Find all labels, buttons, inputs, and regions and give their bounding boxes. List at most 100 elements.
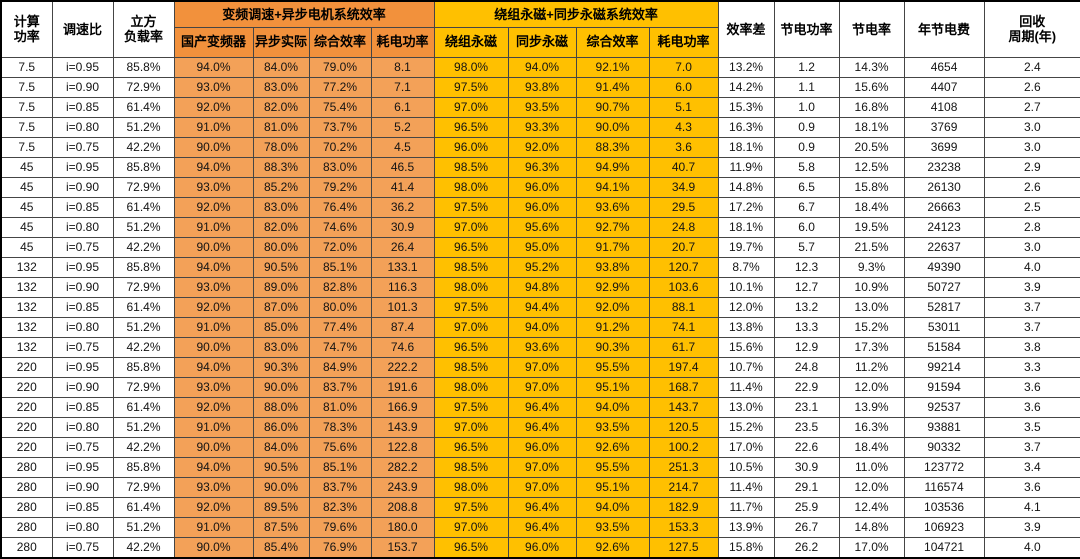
table-cell: 6.5	[773, 176, 840, 198]
table-cell: 116.3	[370, 276, 435, 298]
table-cell: 24123	[903, 216, 985, 238]
table-cell: 26.2	[773, 536, 840, 558]
table-cell: 79.0%	[308, 56, 372, 78]
col-header-calc-power: 计算 功率	[0, 0, 53, 58]
table-cell: 10.5%	[717, 456, 775, 478]
table-cell: 10.1%	[717, 276, 775, 298]
table-cell: 7.5	[0, 56, 53, 78]
table-cell: 70.2%	[308, 136, 372, 158]
table-cell: 51.2%	[112, 416, 175, 438]
table-cell: 13.9%	[838, 396, 905, 418]
table-cell: 104721	[903, 536, 985, 558]
table-cell: 10.7%	[717, 356, 775, 378]
table-cell: 51584	[903, 336, 985, 358]
table-cell: 96.3%	[507, 156, 577, 178]
table-row: 45 i=0.85 61.4% 92.0% 83.0% 76.4% 36.2 97.5% 96.…	[0, 196, 1080, 218]
table-cell: 5.8	[773, 156, 840, 178]
table-cell: 72.9%	[112, 376, 175, 398]
table-row: 280 i=0.95 85.8% 94.0% 90.5% 85.1% 282.2 98.5% 9…	[0, 456, 1080, 478]
table-cell: 76.9%	[308, 536, 372, 558]
table-cell: 34.9	[648, 176, 719, 198]
col-group-pm-sync-system: 绕组永磁+同步永磁系统效率	[433, 0, 719, 28]
table-cell: 8.1	[370, 56, 435, 78]
table-cell: 85.8%	[112, 56, 175, 78]
table-cell: 77.4%	[308, 316, 372, 338]
col-group-vfd-async-system: 变频调速+异步电机系统效率	[173, 0, 435, 28]
table-cell: 97.0%	[433, 216, 509, 238]
table-cell: 72.9%	[112, 476, 175, 498]
table-cell: 120.5	[648, 416, 719, 438]
table-cell: 7.5	[0, 76, 53, 98]
table-cell: 97.0%	[433, 516, 509, 538]
table-cell: 280	[0, 476, 53, 498]
table-cell: 18.1%	[717, 216, 775, 238]
table-cell: 93.0%	[173, 276, 254, 298]
table-cell: 13.9%	[717, 516, 775, 538]
table-cell: i=0.75	[51, 136, 114, 158]
col-header-pm-combined-eff: 综合效率	[575, 26, 650, 58]
table-cell: 3.0	[983, 116, 1080, 138]
table-cell: 1.0	[773, 96, 840, 118]
table-cell: 61.4%	[112, 396, 175, 418]
table-row: 220 i=0.90 72.9% 93.0% 90.0% 83.7% 191.6 98.0% 9…	[0, 376, 1080, 398]
table-cell: 97.0%	[507, 476, 577, 498]
table-cell: 72.9%	[112, 176, 175, 198]
table-cell: 14.8%	[838, 516, 905, 538]
table-row: 280 i=0.85 61.4% 92.0% 89.5% 82.3% 208.8 97.5% 9…	[0, 496, 1080, 518]
header-sub-row: 国产变频器 异步实际 综合效率 耗电功率 绕组永磁 同步永磁 综合效率 耗电功率	[1, 26, 1080, 58]
table-cell: 85.8%	[112, 456, 175, 478]
table-cell: 93.5%	[507, 96, 577, 118]
table-cell: i=0.95	[51, 256, 114, 278]
table-row: 132 i=0.90 72.9% 93.0% 89.0% 82.8% 116.3 98.0% 9…	[0, 276, 1080, 298]
table-cell: 94.8%	[507, 276, 577, 298]
table-cell: 93.0%	[173, 476, 254, 498]
table-cell: 220	[0, 436, 53, 458]
table-cell: 2.7	[983, 96, 1080, 118]
table-cell: 132	[0, 276, 53, 298]
table-cell: 4.0	[983, 256, 1080, 278]
table-cell: 29.5	[648, 196, 719, 218]
table-cell: 74.6%	[308, 216, 372, 238]
col-header-annual-saving: 年节电费	[903, 0, 985, 58]
table-cell: i=0.85	[51, 296, 114, 318]
table-cell: i=0.90	[51, 176, 114, 198]
table-cell: 26.7	[773, 516, 840, 538]
table-cell: 12.7	[773, 276, 840, 298]
table-cell: i=0.75	[51, 536, 114, 558]
table-cell: 182.9	[648, 496, 719, 518]
col-header-pm-power-consumption: 耗电功率	[648, 26, 719, 58]
table-cell: 90.0%	[575, 116, 650, 138]
table-cell: 90.5%	[252, 456, 310, 478]
table-cell: 191.6	[370, 376, 435, 398]
table-cell: 132	[0, 316, 53, 338]
table-cell: 98.0%	[433, 476, 509, 498]
table-cell: i=0.95	[51, 156, 114, 178]
table-cell: i=0.80	[51, 216, 114, 238]
table-cell: 20.7	[648, 236, 719, 258]
table-cell: 197.4	[648, 356, 719, 378]
table-cell: i=0.95	[51, 356, 114, 378]
col-header-speed-ratio: 调速比	[51, 0, 114, 58]
table-cell: 3.7	[983, 296, 1080, 318]
table-row: 132 i=0.80 51.2% 91.0% 85.0% 77.4% 87.4 97.0% 94…	[0, 316, 1080, 338]
table-cell: 93.0%	[173, 376, 254, 398]
table-cell: 92.1%	[575, 56, 650, 78]
table-cell: 95.0%	[507, 236, 577, 258]
table-cell: 92.0%	[173, 496, 254, 518]
table-row: 7.5 i=0.90 72.9% 93.0% 83.0% 77.2% 7.1 97.5% 93.…	[0, 76, 1080, 98]
table-cell: 13.3	[773, 316, 840, 338]
table-cell: 12.0%	[717, 296, 775, 318]
table-cell: 26130	[903, 176, 985, 198]
table-cell: 6.7	[773, 196, 840, 218]
table-cell: 80.0%	[308, 296, 372, 318]
table-cell: 92.0%	[173, 196, 254, 218]
table-cell: 2.6	[983, 176, 1080, 198]
table-cell: 280	[0, 456, 53, 478]
table-cell: 79.6%	[308, 516, 372, 538]
table-cell: i=0.80	[51, 516, 114, 538]
table-cell: 220	[0, 376, 53, 398]
table-cell: 97.5%	[433, 196, 509, 218]
table-cell: 92.6%	[575, 436, 650, 458]
table-cell: 3.3	[983, 356, 1080, 378]
table-cell: 94.0%	[173, 356, 254, 378]
